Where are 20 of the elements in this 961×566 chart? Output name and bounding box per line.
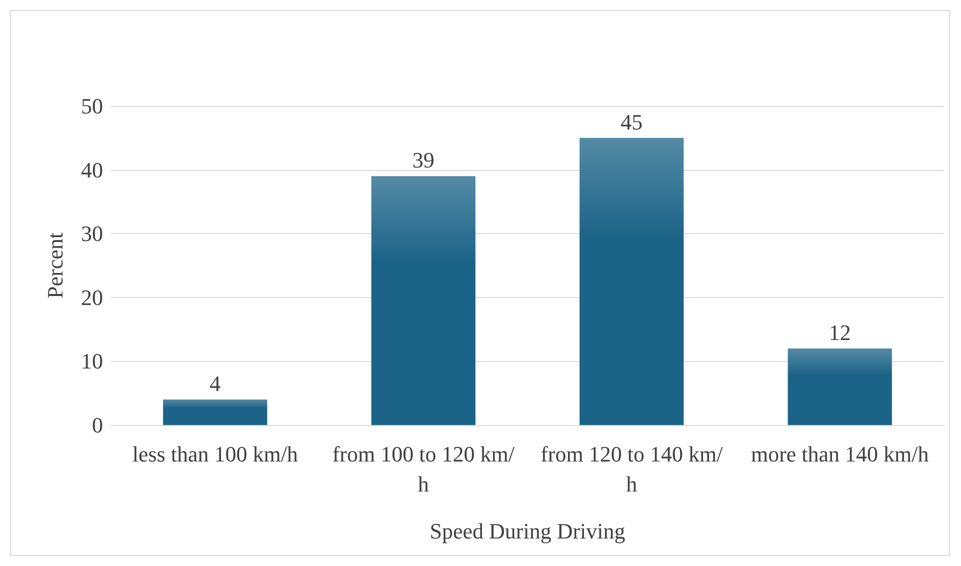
y-tick-label: 50	[81, 94, 103, 118]
y-tick-label: 20	[81, 284, 103, 310]
x-tick-label: from 100 to 120 km/h	[332, 442, 516, 496]
data-label: 39	[412, 148, 434, 173]
bar	[371, 176, 476, 425]
y-tick-label: 30	[81, 221, 103, 246]
y-tick-label: 40	[81, 157, 103, 182]
data-label: 12	[828, 320, 851, 345]
bar	[788, 348, 892, 425]
bar	[163, 399, 268, 425]
x-tick-label: less than 100 km/h	[132, 442, 298, 466]
y-axis-title: Percent	[42, 232, 68, 298]
x-axis-title: Speed During Driving	[430, 518, 626, 544]
x-tick-label: more than 140 km/h	[750, 442, 929, 466]
y-tick-label: 10	[81, 348, 103, 374]
bar	[580, 138, 684, 425]
x-tick-label: from 120 to 140 km/h	[540, 442, 724, 496]
data-label: 4	[210, 370, 221, 396]
data-label: 45	[620, 109, 643, 134]
y-tick-label: 0	[92, 412, 103, 438]
